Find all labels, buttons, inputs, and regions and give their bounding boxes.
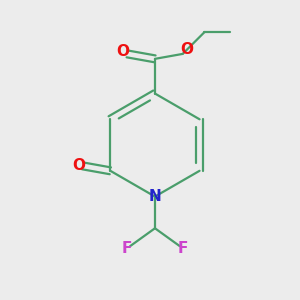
- Text: F: F: [178, 241, 188, 256]
- Text: O: O: [72, 158, 85, 173]
- Text: O: O: [117, 44, 130, 59]
- Text: O: O: [180, 42, 193, 57]
- Text: N: N: [148, 189, 161, 204]
- Text: F: F: [122, 241, 132, 256]
